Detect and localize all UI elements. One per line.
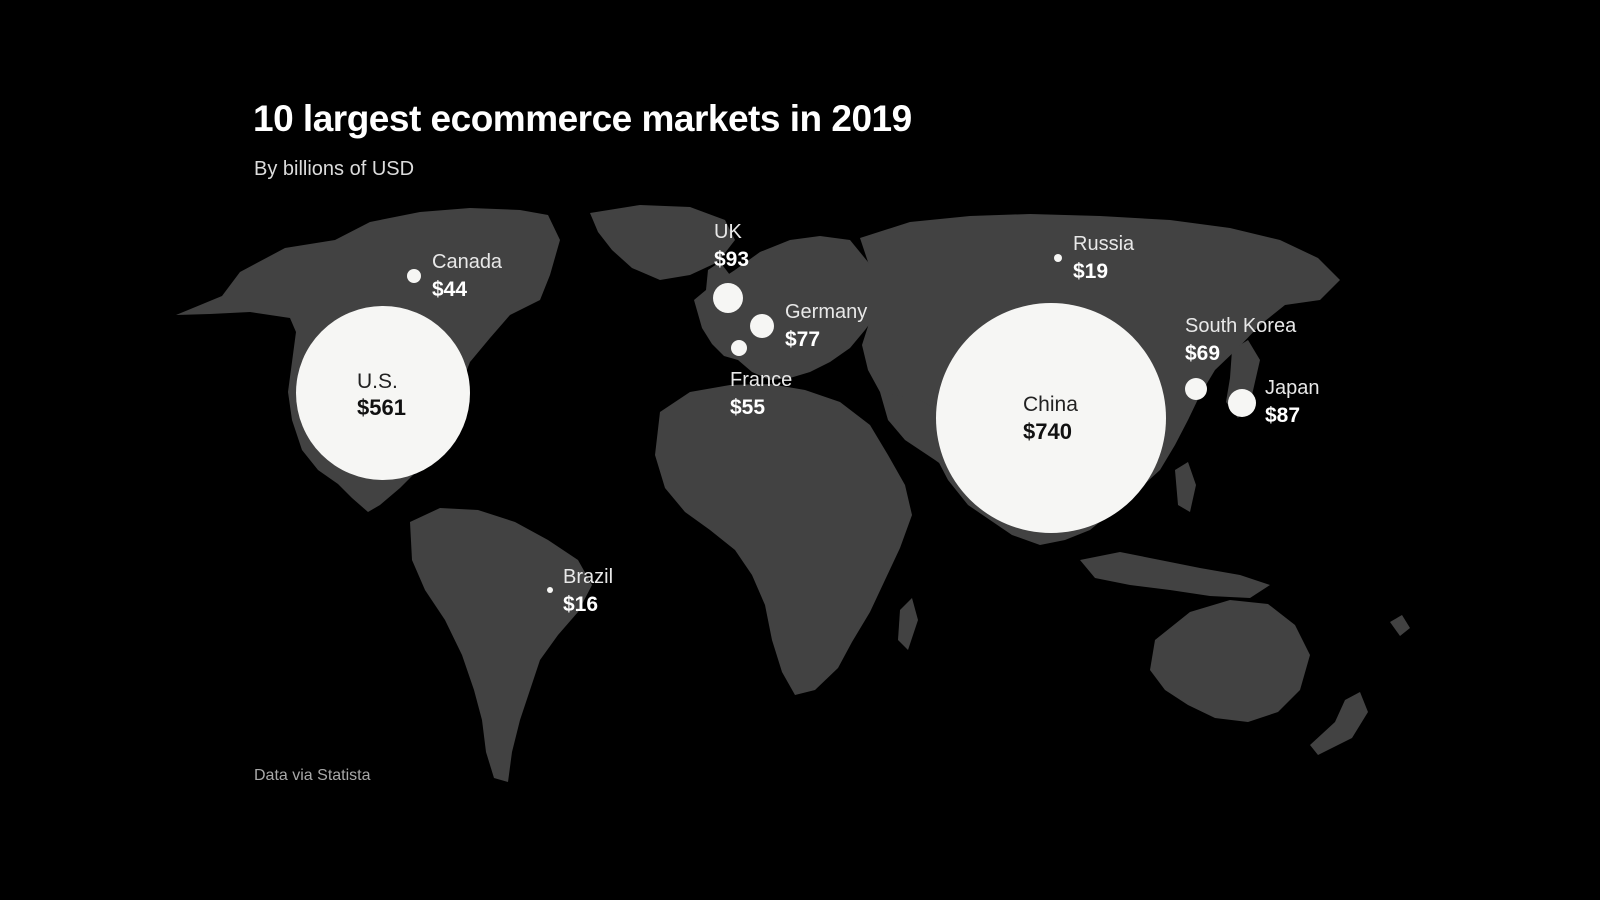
landmasses <box>176 205 1410 782</box>
brazil-bubble[interactable] <box>547 587 553 593</box>
germany-bubble[interactable] <box>750 314 774 338</box>
canada-name-label: Canada <box>432 251 503 273</box>
pacific-islands-landmass <box>1390 615 1410 636</box>
indonesia-landmass <box>1080 552 1270 598</box>
philippines-landmass <box>1175 462 1196 512</box>
south-korea-name-label: South Korea <box>1185 315 1297 337</box>
uk-value-label: $93 <box>714 248 749 271</box>
south-korea-bubble[interactable] <box>1185 378 1207 400</box>
us-value-label: $561 <box>357 395 406 420</box>
us-bubble[interactable] <box>296 306 470 480</box>
japan-bubble[interactable] <box>1228 389 1256 417</box>
france-name-label: France <box>730 369 792 391</box>
france-value-label: $55 <box>730 396 765 419</box>
brazil-name-label: Brazil <box>563 566 613 588</box>
market-labels: U.S. $561 China $740 Canada $44 UK $93 G… <box>357 221 1320 616</box>
us-name-label: U.S. <box>357 370 398 393</box>
page-title: 10 largest ecommerce markets in 2019 <box>253 98 912 139</box>
source-note: Data via Statista <box>254 767 371 784</box>
australia-landmass <box>1150 600 1310 722</box>
page-subtitle: By billions of USD <box>254 158 415 180</box>
canada-value-label: $44 <box>432 278 467 301</box>
china-bubble[interactable] <box>936 303 1166 533</box>
south-korea-value-label: $69 <box>1185 342 1220 365</box>
japan-value-label: $87 <box>1265 404 1300 427</box>
france-bubble[interactable] <box>731 340 747 356</box>
russia-bubble[interactable] <box>1054 254 1062 262</box>
uk-name-label: UK <box>714 221 742 243</box>
south-america-landmass <box>410 508 592 782</box>
canada-bubble[interactable] <box>407 269 421 283</box>
russia-value-label: $19 <box>1073 260 1108 283</box>
japan-name-label: Japan <box>1265 377 1320 399</box>
china-name-label: China <box>1023 393 1078 416</box>
greenland-landmass <box>590 205 735 280</box>
germany-name-label: Germany <box>785 301 867 323</box>
market-bubbles <box>296 254 1256 593</box>
africa-landmass <box>655 384 912 695</box>
uk-bubble[interactable] <box>713 283 743 313</box>
germany-value-label: $77 <box>785 328 820 351</box>
russia-name-label: Russia <box>1073 233 1135 255</box>
brazil-value-label: $16 <box>563 593 598 616</box>
new-zealand-landmass <box>1310 692 1368 755</box>
china-value-label: $740 <box>1023 419 1072 444</box>
madagascar-landmass <box>898 598 918 650</box>
